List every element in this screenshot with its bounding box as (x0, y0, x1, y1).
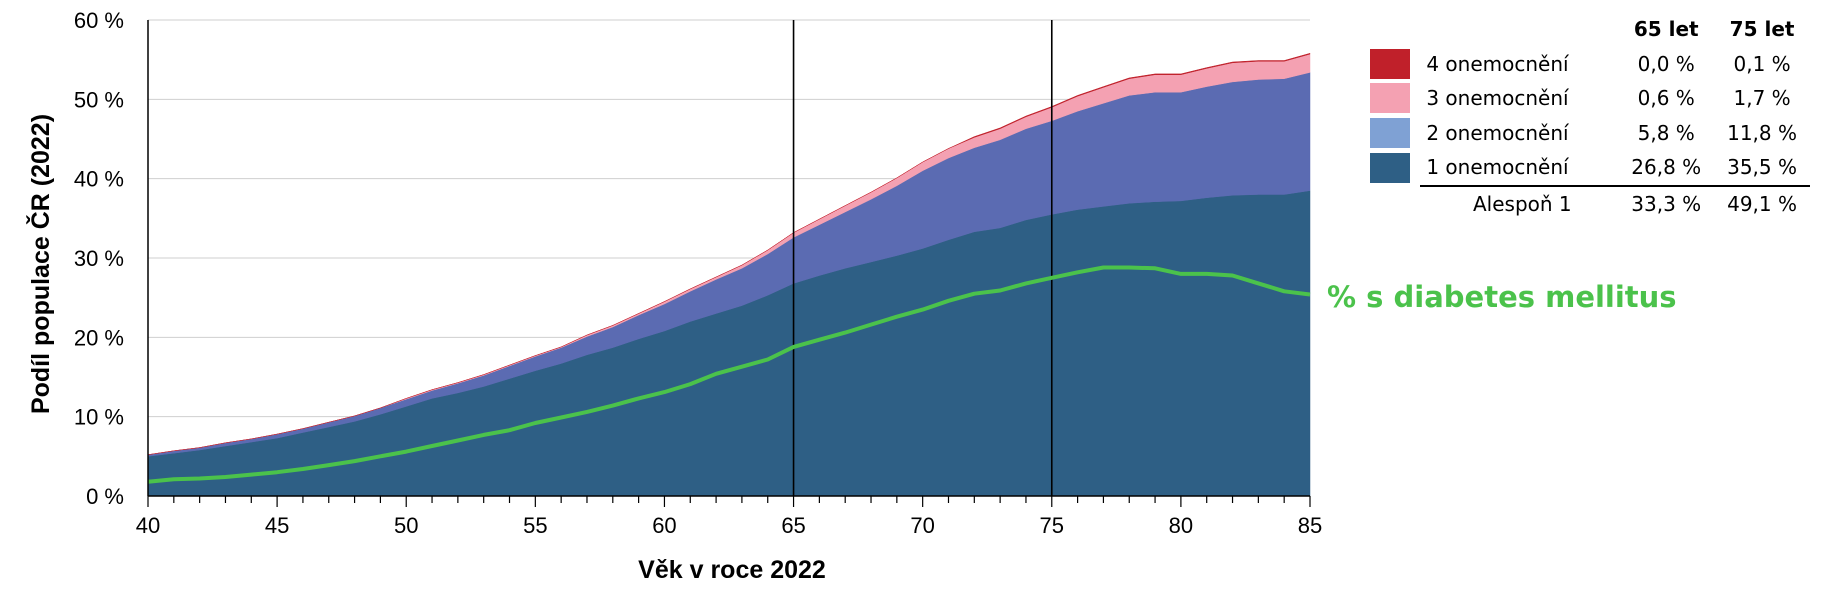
x-tick-label: 40 (136, 513, 160, 538)
y-tick-label: 20 % (74, 325, 124, 350)
x-tick-label: 60 (652, 513, 676, 538)
legend-row-1: 1 onemocnění 26,8 % 35,5 % (1370, 150, 1810, 186)
legend-row-2: 2 onemocnění 5,8 % 11,8 % (1370, 116, 1810, 151)
legend-label-2: 2 onemocnění (1426, 120, 1569, 145)
x-tick-labels: 40 45 50 55 60 65 70 75 80 85 (136, 513, 1322, 538)
legend-label-4: 4 onemocnění (1426, 51, 1569, 76)
legend-header-row: 65 let 75 let (1370, 12, 1810, 47)
legend-label-3: 3 onemocnění (1426, 86, 1569, 111)
legend-swatch-4 (1370, 48, 1410, 79)
legend-swatch-3 (1370, 83, 1410, 114)
legend-label-1: 1 onemocnění (1426, 155, 1569, 180)
legend-swatch-2 (1370, 117, 1410, 148)
y-axis-title: Podíl populace ČR (2022) (25, 114, 55, 414)
y-tick-label: 40 % (74, 167, 124, 192)
legend-value: 0,1 % (1733, 51, 1791, 76)
y-tick-labels: 0 % 10 % 20 % 30 % 40 % 50 % 60 % (74, 8, 124, 509)
legend-header-75: 75 let (1729, 17, 1795, 42)
x-tick-label: 55 (523, 513, 547, 538)
diabetes-annotation: % s diabetes mellitus (1327, 280, 1677, 314)
y-tick-label: 10 % (74, 405, 124, 430)
legend-table: 65 let 75 let 4 onemocnění 0,0 % 0,1 % 3… (1370, 12, 1810, 221)
reference-lines (792, 20, 1053, 496)
x-tick-label: 45 (265, 513, 289, 538)
y-tick-label: 50 % (74, 87, 124, 112)
x-tick-label: 70 (910, 513, 934, 538)
legend-value: 26,8 % (1631, 155, 1702, 180)
y-tick-label: 60 % (74, 8, 124, 33)
x-tick-label: 80 (1169, 513, 1193, 538)
legend-value: 35,5 % (1727, 155, 1798, 180)
legend-summary-label: Alespoň 1 (1420, 184, 1619, 221)
legend-value: 11,8 % (1727, 120, 1798, 145)
x-tick-label: 50 (394, 513, 418, 538)
legend-row-3: 3 onemocnění 0,6 % 1,7 % (1370, 81, 1810, 116)
legend-value: 5,8 % (1637, 120, 1695, 145)
legend-value: 1,7 % (1733, 86, 1791, 111)
legend-header-65: 65 let (1633, 17, 1699, 42)
legend: 65 let 75 let 4 onemocnění 0,0 % 0,1 % 3… (1370, 12, 1810, 221)
legend-summary-row: Alespoň 1 33,3 % 49,1 % (1370, 184, 1810, 221)
stacked-areas (147, 52, 1311, 497)
legend-summary-value: 33,3 % (1618, 184, 1715, 221)
x-axis-title: Věk v roce 2022 (638, 556, 826, 584)
y-tick-label: 0 % (86, 484, 124, 509)
x-tick-label: 75 (1040, 513, 1064, 538)
diabetes-line-group (147, 265, 1311, 484)
area-1-onemocneni (147, 190, 1311, 497)
legend-swatch-1 (1370, 152, 1410, 183)
legend-summary-value: 49,1 % (1714, 184, 1810, 221)
legend-value: 0,0 % (1637, 51, 1695, 76)
x-tick-label: 65 (781, 513, 805, 538)
x-tick-label: 85 (1298, 513, 1322, 538)
diabetes-line (147, 265, 1311, 484)
area-4-onemocneni (147, 52, 1311, 455)
y-tick-label: 30 % (74, 246, 124, 271)
axes (147, 20, 1311, 507)
legend-row-4: 4 onemocnění 0,0 % 0,1 % (1370, 47, 1810, 82)
legend-value: 0,6 % (1637, 86, 1695, 111)
